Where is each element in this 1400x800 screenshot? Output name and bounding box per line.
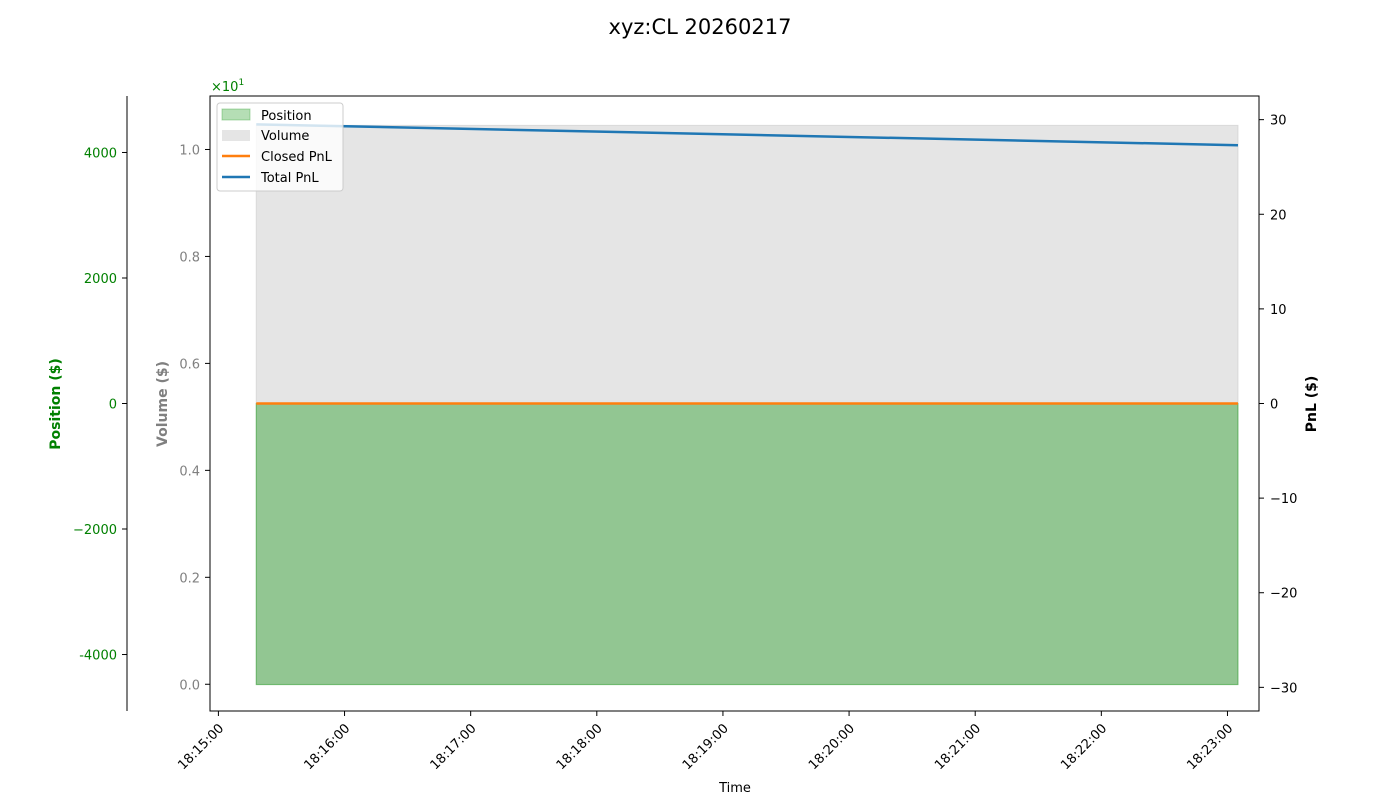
position-axis: -4000 −2000 0 2000 4000 [73,146,127,664]
volume-tick-label: 0.2 [179,571,200,586]
x-tick-label: 18:17:00 [428,721,480,773]
legend-swatch-volume [222,130,250,141]
offset-text-base: ×10 [211,80,238,95]
pnl-tick-label: 0 [1270,398,1278,413]
area-layer [255,124,1239,686]
pnl-tick-label: 20 [1270,208,1287,223]
series-line-total-pnl [256,123,1239,147]
pnl-tick-label: 10 [1270,303,1287,318]
position-tick-label: 2000 [84,272,117,287]
series-area-position [255,403,1239,686]
position-tick-label: 0 [109,398,117,413]
position-tick-label: 4000 [84,146,117,161]
pnl-tick-label: 30 [1270,114,1287,129]
legend: Position Volume Closed PnL Total PnL [216,102,344,192]
legend-label-position: Position [261,109,312,124]
legend-box [216,102,344,192]
x-tick-label: 18:21:00 [932,721,984,773]
x-tick-label: 18:19:00 [680,721,732,773]
x-tick-label: 18:18:00 [554,721,606,773]
chart-title: xyz:CL 20260217 [609,15,792,39]
x-axis-label: Time [718,781,751,796]
time-axis: 18:15:00 18:16:00 18:17:00 18:18:00 18:19:00… [175,711,1236,773]
volume-tick-label: 0.0 [179,678,200,693]
position-tick-label: -4000 [79,649,117,664]
volume-tick-label: 1.0 [179,143,200,158]
x-tick-label: 18:23:00 [1184,721,1236,773]
pnl-axis: −30 −20 −10 0 10 20 30 [1259,114,1297,696]
volume-tick-label: 0.8 [179,250,200,265]
position-tick-label: −2000 [73,523,117,538]
volume-axis: 0.0 0.2 0.4 0.6 0.8 1.0 [179,143,210,693]
legend-label-closed-pnl: Closed PnL [261,150,333,165]
legend-label-volume: Volume [261,129,309,144]
x-tick-label: 18:16:00 [301,721,353,773]
offset-text: ×101 [211,78,244,95]
position-axis-label: Position ($) [48,358,64,450]
volume-axis-label: Volume ($) [155,361,171,447]
x-tick-label: 18:15:00 [175,721,227,773]
legend-label-total-pnl: Total PnL [260,171,319,186]
pnl-tick-label: −20 [1270,587,1297,602]
x-tick-label: 18:22:00 [1058,721,1110,773]
legend-swatch-position [221,108,251,121]
pnl-axis-label: PnL ($) [1304,376,1320,433]
line-layer [256,123,1239,405]
volume-tick-label: 0.4 [179,464,200,479]
pnl-tick-label: −10 [1270,492,1297,507]
pnl-tick-label: −30 [1270,681,1297,696]
x-tick-label: 18:20:00 [806,721,858,773]
volume-tick-label: 0.6 [179,357,200,372]
offset-text-exponent: 1 [238,78,244,88]
